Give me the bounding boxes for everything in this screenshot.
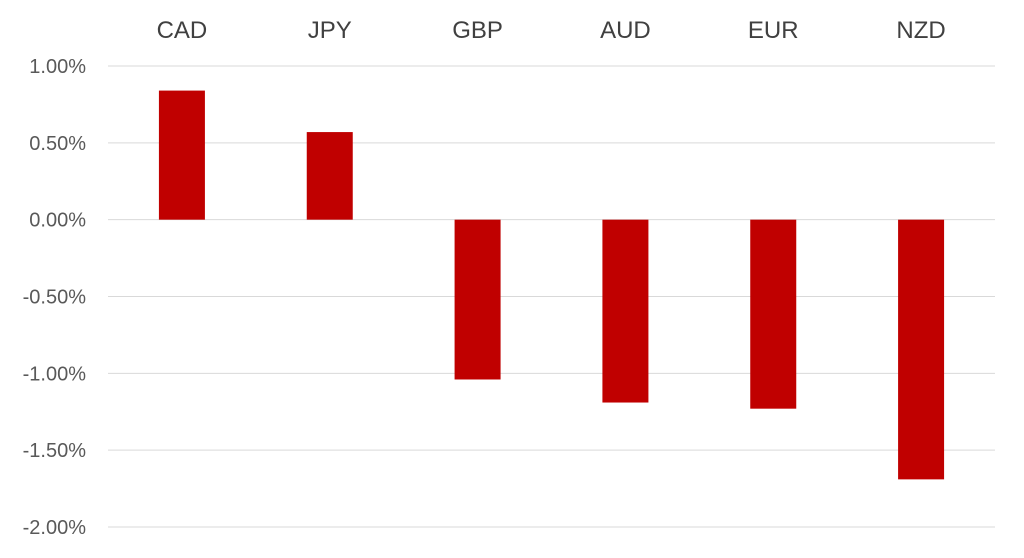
y-tick-label: 1.00% [29,56,86,78]
category-label-aud: AUD [600,17,651,44]
category-label-jpy: JPY [308,17,352,44]
bar-eur [750,219,797,409]
y-tick-label: -1.50% [23,440,87,462]
bars [158,90,945,480]
category-label-cad: CAD [157,17,208,44]
y-tick-label: -2.00% [23,517,87,539]
gridlines [108,65,995,528]
bar-gbp [454,219,501,380]
category-label-gbp: GBP [452,17,503,44]
y-tick-label: 0.50% [29,133,86,155]
y-tick-label: -1.00% [23,363,87,385]
category-label-nzd: NZD [896,17,945,44]
category-label-eur: EUR [748,17,799,44]
bar-jpy [306,132,353,220]
y-axis-tick-labels: 1.00% 0.50% 0.00% -0.50% -1.00% -1.50% -2.00% [23,56,87,539]
category-labels: CAD JPY GBP AUD EUR NZD [157,17,946,44]
y-tick-label: -0.50% [23,287,87,309]
bar-cad [158,90,205,220]
bar-aud [602,219,649,403]
bar-nzd [898,219,945,480]
y-tick-label: 0.00% [29,210,86,232]
